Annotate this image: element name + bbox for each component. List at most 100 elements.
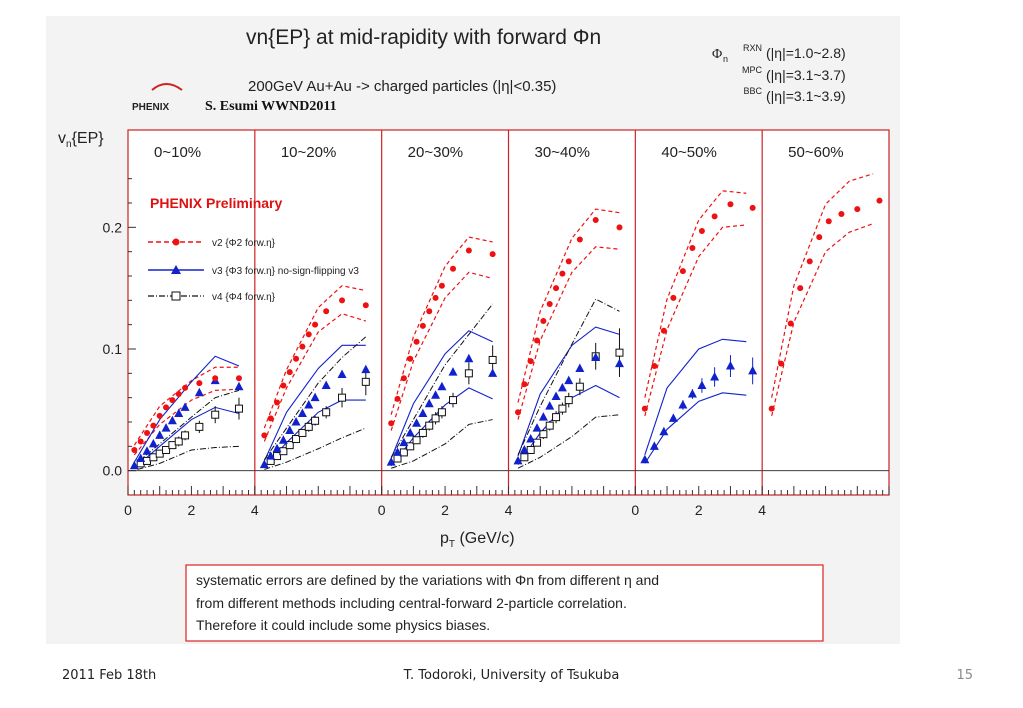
chart-subtitle: 200GeV Au+Au -> charged particles (|η|<0… [248, 78, 556, 95]
v3-point [310, 392, 320, 402]
v2-point [825, 218, 832, 225]
x-tick-label: 2 [695, 502, 703, 518]
v3-point [129, 460, 139, 470]
v3-point [174, 408, 184, 417]
v2-point [816, 234, 823, 241]
systematic-band-line [390, 303, 494, 458]
author-credit: S. Esumi WWND2011 [205, 99, 337, 114]
v2-point [540, 318, 547, 325]
systematic-band-line [644, 190, 747, 398]
v3-point [321, 380, 331, 389]
systematic-band-line [517, 298, 620, 456]
systematic-band-line [264, 427, 367, 470]
x-tick-label: 4 [758, 502, 766, 518]
v3-point [136, 453, 146, 462]
panel-label: 0~10% [154, 144, 201, 161]
panel-label: 20~30% [408, 144, 463, 161]
note-line-3: Therefore it could include some physics … [196, 617, 490, 633]
phenix-logo: PHENIX [132, 83, 183, 113]
v3-point [234, 381, 244, 391]
v4-point [273, 452, 282, 461]
phenix-logo-text: PHENIX [132, 102, 170, 113]
v4-point [311, 416, 320, 425]
v2-point [651, 363, 658, 370]
v3-point [431, 390, 441, 399]
v2-point [235, 375, 242, 382]
systematic-band-line [517, 414, 620, 469]
v3-point [361, 364, 371, 374]
detector-range: (|η|=3.1~3.7) [766, 67, 846, 83]
v2-point [432, 294, 439, 301]
v2-point [156, 412, 163, 419]
v3-point [297, 408, 307, 417]
v3-point [285, 425, 295, 435]
v2-point [261, 432, 268, 439]
v2-point [768, 405, 775, 412]
v3-point [564, 375, 574, 385]
v3-point [614, 358, 624, 368]
x-tick-label: 0 [378, 502, 386, 518]
detector-name: RXN [743, 43, 762, 53]
v3-point [668, 413, 678, 422]
v3-point [437, 381, 447, 391]
v2-point [616, 224, 623, 231]
systematic-band-line [517, 246, 620, 420]
v3-point [545, 401, 555, 410]
v3-point [697, 380, 707, 389]
x-tick-label: 4 [251, 502, 259, 518]
legend-v4-marker [171, 291, 181, 301]
v3-point [678, 399, 688, 409]
v3-point [142, 446, 152, 455]
v2-point [400, 375, 407, 382]
v3-point [551, 391, 561, 400]
v2-point [641, 405, 648, 412]
systematic-band-line [390, 387, 493, 467]
v2-point [592, 217, 599, 224]
x-tick-label: 0 [631, 502, 639, 518]
v2-point [388, 420, 395, 427]
v3-point [725, 361, 735, 370]
y-tick-label: 0.1 [103, 341, 123, 357]
legend-v2-label: v2 {Φ2 forw.η} [212, 238, 276, 249]
chart-title: vn{EP} at mid-rapidity with forward Φn [246, 26, 601, 49]
v4-point [539, 430, 548, 439]
v2-point [576, 236, 583, 243]
v2-point [280, 382, 287, 389]
v2-point [305, 331, 312, 338]
v4-point [431, 414, 440, 423]
v3-point [304, 399, 314, 409]
systematic-band-line [391, 419, 493, 469]
systematic-band-line [771, 223, 874, 417]
v2-point [394, 395, 401, 402]
v2-point [546, 300, 553, 307]
v3-point [155, 430, 165, 439]
v4-point [162, 445, 171, 454]
y-tick-label: 0.0 [103, 463, 123, 479]
v3-point [399, 437, 409, 447]
detector-range: (|η|=1.0~2.8) [766, 45, 846, 61]
note-line-2: from different methods including central… [196, 595, 627, 611]
v2-point [407, 355, 414, 362]
v2-point [212, 375, 219, 382]
v3-point [591, 352, 601, 362]
panel-label: 50~60% [788, 144, 843, 161]
v2-point [854, 206, 861, 213]
v2-point [689, 245, 696, 252]
page-number: 15 [956, 668, 973, 683]
v4-point [211, 410, 220, 419]
v4-point [322, 408, 331, 417]
v4-point [564, 396, 573, 405]
v2-point [749, 204, 756, 211]
v2-point [274, 399, 281, 406]
systematic-band-line [644, 224, 747, 417]
v3-point [448, 367, 458, 376]
v2-point [362, 302, 369, 309]
v3-point [278, 435, 288, 444]
v2-point [559, 270, 566, 277]
v3-point [424, 398, 434, 408]
systematic-band-line [263, 344, 366, 462]
v3-point [659, 426, 669, 436]
v2-point [876, 197, 883, 204]
v3-point [526, 434, 536, 443]
